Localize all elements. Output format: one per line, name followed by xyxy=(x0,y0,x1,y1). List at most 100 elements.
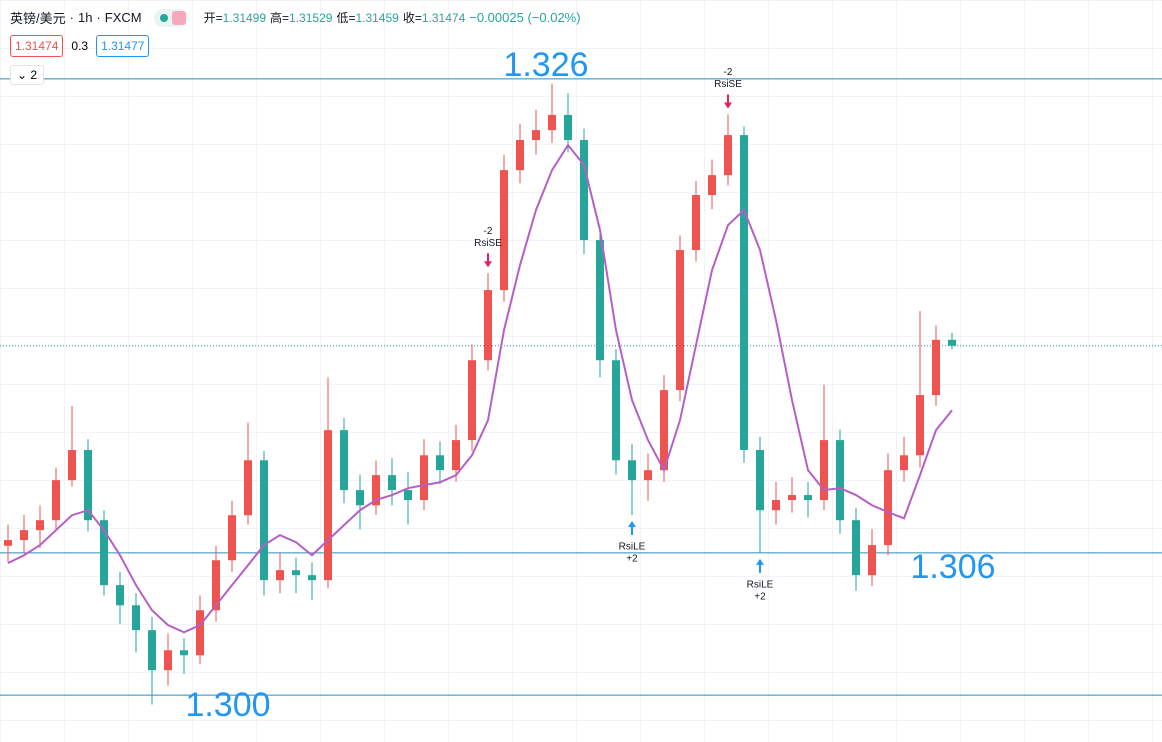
candle-body xyxy=(244,460,252,516)
candle-body xyxy=(580,140,588,241)
candle-body xyxy=(308,575,316,581)
candle-body xyxy=(20,530,28,541)
signal-arrow xyxy=(484,253,492,268)
candle-body xyxy=(116,585,124,606)
candle-body xyxy=(628,460,636,481)
candle-body xyxy=(372,475,380,506)
ohlc-label: 开= xyxy=(203,11,223,25)
candle-body xyxy=(756,450,764,511)
ohlc-label: 收= xyxy=(402,11,422,25)
status-toggle[interactable] xyxy=(153,8,188,27)
candle-body xyxy=(788,495,796,501)
candle-body xyxy=(644,470,652,481)
candle-body xyxy=(676,250,684,391)
candle-body xyxy=(900,455,908,471)
candle-body xyxy=(468,360,476,441)
ohlc-value: 1.31459 xyxy=(355,11,399,25)
candle-body xyxy=(740,135,748,451)
symbol[interactable]: 英镑/美元 xyxy=(10,11,66,26)
signal-qty: -2 xyxy=(724,67,733,78)
candle-body xyxy=(388,475,396,491)
buy-price[interactable]: 1.31477 xyxy=(96,35,150,57)
legend-header: 英镑/美元 · 1h · FXCM 开=1.31499 高=1.31529 低=1.… xyxy=(10,8,581,27)
candle-body xyxy=(4,540,12,546)
candle-body xyxy=(836,440,844,521)
candle-body xyxy=(708,175,716,196)
quote-row: 1.31474 0.3 1.31477 xyxy=(10,35,150,57)
candle-body xyxy=(340,430,348,491)
candle-body xyxy=(692,195,700,251)
ohlc-value: 1.31474 xyxy=(421,11,466,25)
candle-body xyxy=(516,140,524,171)
signal-qty: -2 xyxy=(484,226,493,237)
interval[interactable]: 1h xyxy=(77,10,93,25)
ohlc-value: 1.31499 xyxy=(222,11,267,25)
signal-label: RsiSE xyxy=(714,79,742,90)
signal-qty: +2 xyxy=(626,554,638,565)
ohlc-label: 低= xyxy=(336,11,356,25)
candle-body xyxy=(100,520,108,586)
signal-arrow xyxy=(756,558,764,573)
spread: 0.3 xyxy=(71,39,89,53)
candle-body xyxy=(324,430,332,581)
candle-body xyxy=(436,455,444,471)
candle-body xyxy=(660,390,668,471)
signal-label: RsiSE xyxy=(474,238,502,249)
ohlc-item: 收=1.31474 xyxy=(403,11,465,25)
candle-body xyxy=(260,460,268,581)
ohlc-item: 开=1.31499 xyxy=(204,11,266,25)
candle-body xyxy=(132,605,140,631)
candle-body xyxy=(564,114,572,141)
ohlc-values: 开=1.31499 高=1.31529 低=1.31459 收=1.31474 xyxy=(200,9,466,26)
candle-body xyxy=(196,610,204,656)
separator: · xyxy=(69,10,74,25)
exchange: FXCM xyxy=(104,10,142,25)
signal-qty: +2 xyxy=(754,592,766,603)
moving-average xyxy=(7,143,953,634)
candle-body xyxy=(948,339,956,346)
ohlc-label: 高= xyxy=(270,11,290,25)
candle-body xyxy=(772,500,780,511)
candle-body xyxy=(36,520,44,531)
indicator-toggle[interactable]: ⌄ 2 xyxy=(10,65,45,85)
signal-arrow xyxy=(724,94,732,109)
level-label: 1.326 xyxy=(503,46,588,84)
candle-body xyxy=(868,545,876,576)
candle-body xyxy=(356,490,364,506)
candle-body xyxy=(292,570,300,576)
candle-body xyxy=(420,455,428,501)
candle-body xyxy=(84,450,92,521)
candle-body xyxy=(148,630,156,671)
indicator-count: 2 xyxy=(30,68,38,82)
separator: · xyxy=(96,10,101,25)
candle-body xyxy=(452,440,460,471)
candle-body xyxy=(916,395,924,456)
signal-label: RsiLE xyxy=(747,580,774,591)
candle-body xyxy=(484,290,492,361)
candle-body xyxy=(180,650,188,656)
signal-arrow xyxy=(628,520,636,535)
level-label: 1.306 xyxy=(910,548,995,586)
level-label: 1.300 xyxy=(185,686,270,724)
candle-body xyxy=(500,170,508,291)
ohlc-value: 1.31529 xyxy=(289,11,333,25)
candle-body xyxy=(276,570,284,581)
candle-body xyxy=(548,114,556,131)
candle-body xyxy=(52,480,60,521)
candle-body xyxy=(404,490,412,501)
signal-label: RsiLE xyxy=(619,542,646,553)
candle-body xyxy=(212,560,220,611)
candle-body xyxy=(884,470,892,546)
sell-price[interactable]: 1.31474 xyxy=(10,35,64,57)
candle-body xyxy=(612,360,620,461)
candle-body xyxy=(164,650,172,671)
candle-body xyxy=(596,240,604,361)
candle-body xyxy=(532,130,540,141)
candle-body xyxy=(804,495,812,501)
candle-body xyxy=(228,515,236,561)
candle-body xyxy=(852,520,860,576)
ohlc-item: 低=1.31459 xyxy=(336,11,398,25)
candle-body xyxy=(932,339,940,396)
